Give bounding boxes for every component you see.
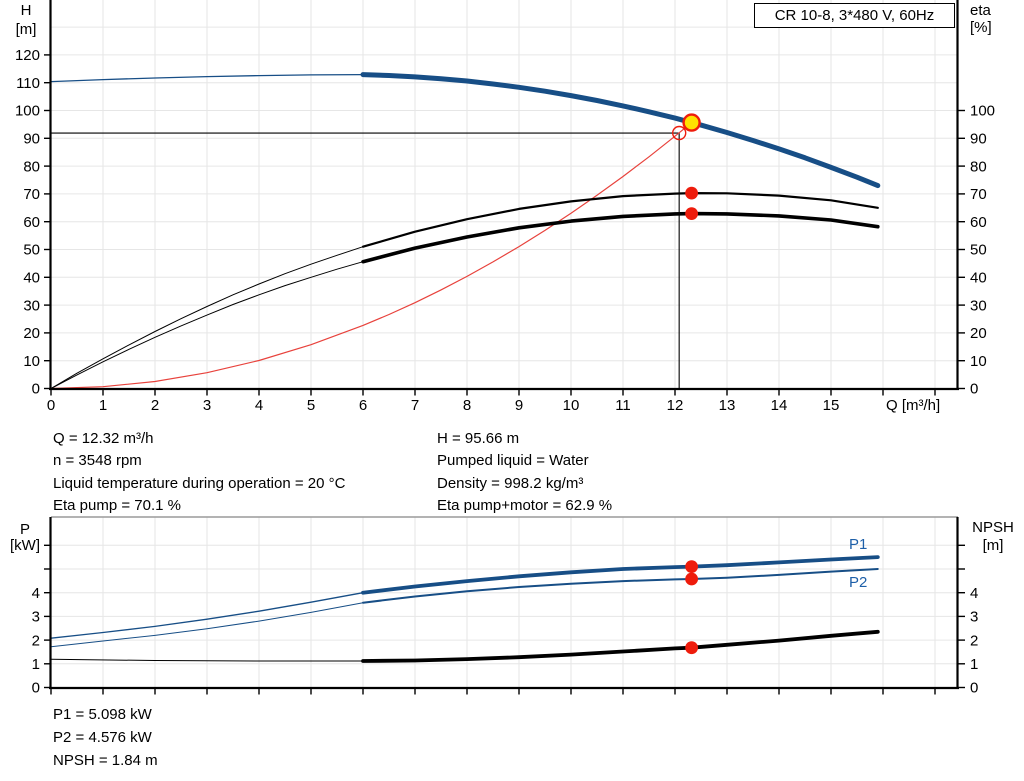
y-right-tick-label: 0 <box>970 680 978 697</box>
info-density: Density = 998.2 kg/m³ <box>437 475 584 492</box>
p2-curve-extension <box>50 602 364 648</box>
y-right-tick-label: 10 <box>970 353 987 370</box>
p2-curve <box>362 568 879 604</box>
y-right-tick-label: 0 <box>970 381 978 398</box>
x-tick-label: 13 <box>719 397 736 414</box>
system-curve <box>50 120 694 390</box>
info-eta-pump-motor: Eta pump+motor = 62.9 % <box>437 497 613 514</box>
eta-pump-curve <box>361 192 879 248</box>
head-curve-extension <box>50 73 364 83</box>
y-right-tick-label: 40 <box>970 270 987 287</box>
p-axis-unit: [kW] <box>10 537 40 554</box>
y-left-tick-label: 60 <box>23 214 40 231</box>
info-pumped-liquid: Pumped liquid = Water <box>437 452 589 469</box>
p-axis-symbol: P <box>19 521 30 538</box>
requested-duty-point <box>672 125 687 141</box>
eta-pump-point <box>685 186 698 200</box>
info-npsh: NPSH = 1.84 m <box>53 752 158 769</box>
y-right-tick-label: 60 <box>970 214 987 231</box>
x-tick-label: 11 <box>615 397 631 414</box>
x-tick-label: 10 <box>563 397 580 414</box>
p1-point <box>685 560 698 573</box>
x-tick-label: 2 <box>151 397 159 414</box>
eta-pump-motor-curve <box>361 211 880 264</box>
y-left-tick-label: 20 <box>23 325 40 342</box>
info-flow: Q = 12.32 m³/h <box>53 430 154 447</box>
y-right-tick-label: 4 <box>970 585 978 602</box>
right-axis-title-eta: eta [%] <box>970 2 992 36</box>
x-tick-label: 1 <box>99 397 107 414</box>
x-tick-label: 14 <box>771 397 788 414</box>
y-left-tick-label: 30 <box>23 297 40 314</box>
p2-curve-label: P2 <box>849 574 868 591</box>
x-tick-label: 0 <box>47 397 55 414</box>
y-left-tick-label: 90 <box>23 131 40 148</box>
y-right-tick-label: 50 <box>970 242 987 259</box>
y-left-tick-label: 10 <box>23 353 40 370</box>
h-axis-symbol: H <box>20 2 32 19</box>
p2-point <box>685 572 698 586</box>
p1-curve-extension <box>50 592 364 639</box>
eta-pump-motor-point <box>685 207 698 221</box>
x-axis-title-flow: Q [m³/h] <box>886 397 941 414</box>
y-left-tick-label: 50 <box>23 242 40 259</box>
x-tick-label: 6 <box>359 397 367 414</box>
y-right-tick-label: 1 <box>970 656 978 673</box>
x-tick-label: 15 <box>823 397 840 414</box>
y-left-tick-label: 0 <box>32 680 40 697</box>
y-right-tick-label: 2 <box>970 632 978 649</box>
npsh-curve <box>361 629 880 663</box>
p1-curve-label: P1 <box>849 536 868 553</box>
y-left-tick-label: 40 <box>23 270 40 287</box>
y-left-tick-label: 80 <box>23 158 40 175</box>
left-axis-title-power: P [kW] <box>4 522 46 554</box>
y-right-tick-label: 90 <box>970 131 987 148</box>
y-left-tick-label: 110 <box>16 75 40 92</box>
y-left-tick-label: 70 <box>23 186 40 203</box>
y-right-tick-label: 100 <box>970 103 995 120</box>
eta-axis-unit: [%] <box>970 19 992 36</box>
x-tick-label: 12 <box>667 397 684 414</box>
pump-model-title-box: CR 10-8, 3*480 V, 60Hz <box>754 3 955 28</box>
eta-axis-symbol: eta <box>970 2 991 19</box>
info-speed: n = 3548 rpm <box>53 452 142 469</box>
head-curve <box>360 72 881 189</box>
left-axis-title-head: H [m] <box>6 1 46 39</box>
npsh-curve-extension <box>50 658 364 662</box>
y-left-tick-label: 4 <box>32 585 40 602</box>
y-left-tick-label: 120 <box>15 47 40 64</box>
y-right-tick-label: 70 <box>970 186 987 203</box>
y-right-tick-label: 3 <box>970 609 978 626</box>
x-tick-label: 4 <box>255 397 263 414</box>
y-right-tick-label: 80 <box>970 158 987 175</box>
duty-point <box>682 113 701 132</box>
info-head: H = 95.66 m <box>437 430 520 447</box>
info-eta-pump: Eta pump = 70.1 % <box>53 497 181 514</box>
y-left-tick-label: 1 <box>32 656 40 673</box>
x-tick-label: 8 <box>463 397 471 414</box>
p1-curve <box>361 555 880 595</box>
y-right-tick-label: 30 <box>970 297 987 314</box>
info-p1: P1 = 5.098 kW <box>53 706 152 723</box>
info-temperature: Liquid temperature during operation = 20… <box>53 475 346 492</box>
npsh-axis-symbol: NPSH <box>972 519 1014 536</box>
x-tick-label: 9 <box>515 397 523 414</box>
y-right-tick-label: 20 <box>970 325 987 342</box>
y-left-tick-label: 100 <box>15 103 40 120</box>
npsh-axis-unit: [m] <box>982 537 1004 554</box>
x-tick-label: 5 <box>307 397 315 414</box>
right-axis-title-npsh: NPSH [m] <box>962 519 1024 555</box>
h-axis-unit: [m] <box>15 21 37 38</box>
y-left-tick-label: 2 <box>32 632 40 649</box>
y-left-tick-label: 0 <box>32 381 40 398</box>
eta-pump-curve-extension <box>50 246 364 389</box>
x-tick-label: 3 <box>203 397 211 414</box>
npsh-point <box>685 641 698 655</box>
info-p2: P2 = 4.576 kW <box>53 729 152 746</box>
eta-pump-motor-curve-extension <box>50 261 364 389</box>
y-left-tick-label: 3 <box>32 609 40 626</box>
x-tick-label: 7 <box>411 397 419 414</box>
